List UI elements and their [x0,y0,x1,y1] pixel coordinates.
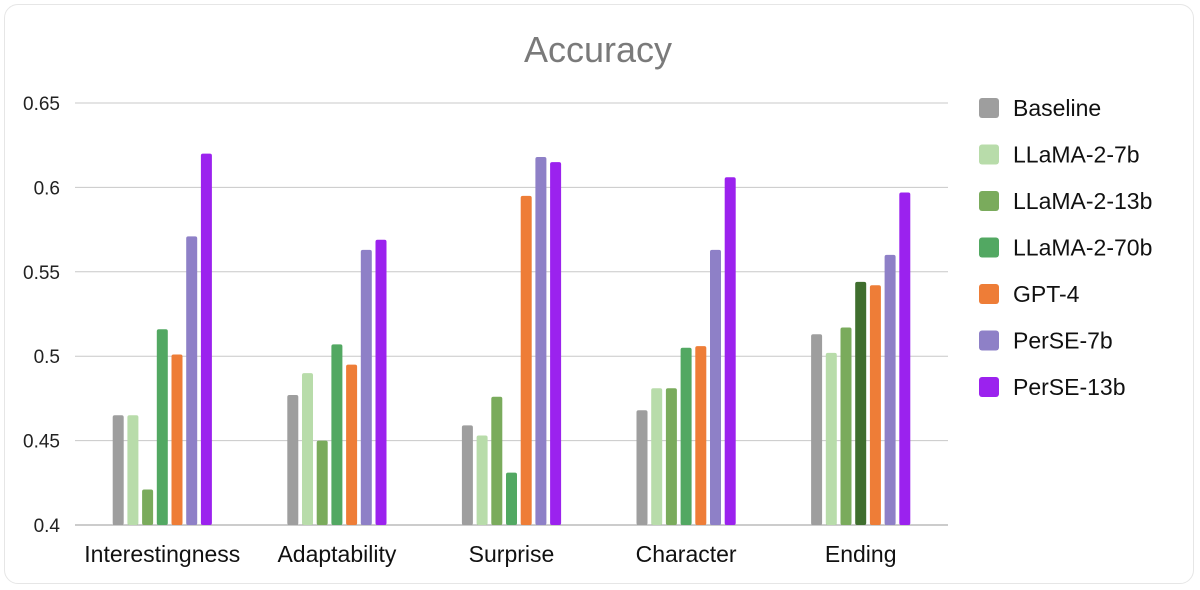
x-tick-label: Surprise [469,541,555,567]
bar-llama-2-7b-interestingness [127,415,139,525]
legend-label: PerSE-13b [1013,374,1126,400]
gridlines [75,102,948,526]
bar-gpt-4-ending [869,285,881,525]
bar-llama-2-70b-interestingness [156,329,168,525]
chart-title: Accuracy [524,29,672,70]
legend-label: LLaMA-2-7b [1013,142,1140,168]
bar-baseline-interestingness [112,415,124,525]
bar-perse-13b-surprise [550,162,562,525]
legend-swatch [979,144,999,165]
bar-llama-2-13b-ending [840,327,852,525]
bar-baseline-adaptability [287,395,299,525]
x-tick-label: Character [636,541,737,567]
bar-gpt-4-surprise [520,195,532,525]
legend-swatch [979,377,999,397]
legend-label: LLaMA-2-70b [1013,235,1152,261]
bar-baseline-character [636,410,648,525]
bar-llama-2-13b-character [665,388,677,525]
bar-llama-2-13b-adaptability [316,440,328,525]
bar-perse-7b-interestingness [186,236,198,526]
legend: Baseline LLaMA-2-7b LLaMA-2-13b LLaMA-2-70b… [979,95,1152,400]
legend-label: Baseline [1013,95,1101,121]
bar-perse-7b-character [710,249,721,525]
bar-perse-7b-adaptability [360,249,372,525]
y-axis-ticks: 0.4 0.45 0.5 0.55 0.6 0.65 [23,94,60,537]
bar-llama-2-70b-adaptability [331,344,343,525]
bar-llama-2-13b-interestingness [142,489,154,525]
y-tick-label: 0.5 [34,347,60,368]
bar-baseline-surprise [461,425,473,525]
bar-perse-13b-adaptability [375,239,387,525]
legend-swatch [979,98,999,118]
bar-llama-2-70b-character [680,347,692,525]
legend-label: PerSE-7b [1013,328,1113,354]
legend-swatch [979,191,999,211]
y-tick-label: 0.55 [23,263,60,284]
x-axis-ticks: Interestingness Adaptability Surprise Chara… [84,541,896,567]
bar-llama-2-7b-surprise [476,435,488,525]
bar-series [112,153,911,526]
legend-swatch [979,330,999,351]
bar-llama-2-7b-character [651,388,663,525]
y-tick-label: 0.65 [23,94,60,115]
bar-llama-2-7b-ending [825,352,837,525]
x-tick-label: Ending [825,541,897,567]
bar-perse-13b-character [724,177,736,525]
y-tick-label: 0.6 [34,178,60,199]
bar-llama-2-7b-adaptability [302,373,313,525]
bar-gpt-4-character [695,346,707,525]
bar-gpt-4-interestingness [171,354,183,525]
bar-llama-2-13b-surprise [491,396,503,525]
bar-gpt-4-adaptability [346,364,358,525]
bar-perse-13b-interestingness [200,153,212,525]
y-tick-label: 0.4 [34,516,61,537]
bar-baseline-ending [811,334,823,525]
legend-swatch [979,284,999,304]
bar-perse-7b-ending [884,254,896,526]
bar-llama-2-70b-surprise [506,472,517,525]
legend-swatch [979,237,999,258]
bar-perse-7b-surprise [535,157,547,526]
legend-label: LLaMA-2-13b [1013,188,1152,214]
y-tick-label: 0.45 [23,432,60,453]
x-tick-label: Adaptability [277,541,396,567]
bar-perse-13b-ending [899,192,911,526]
legend-label: GPT-4 [1013,281,1080,307]
bar-llama-2-70b-ending [855,281,867,525]
x-tick-label: Interestingness [84,541,240,567]
